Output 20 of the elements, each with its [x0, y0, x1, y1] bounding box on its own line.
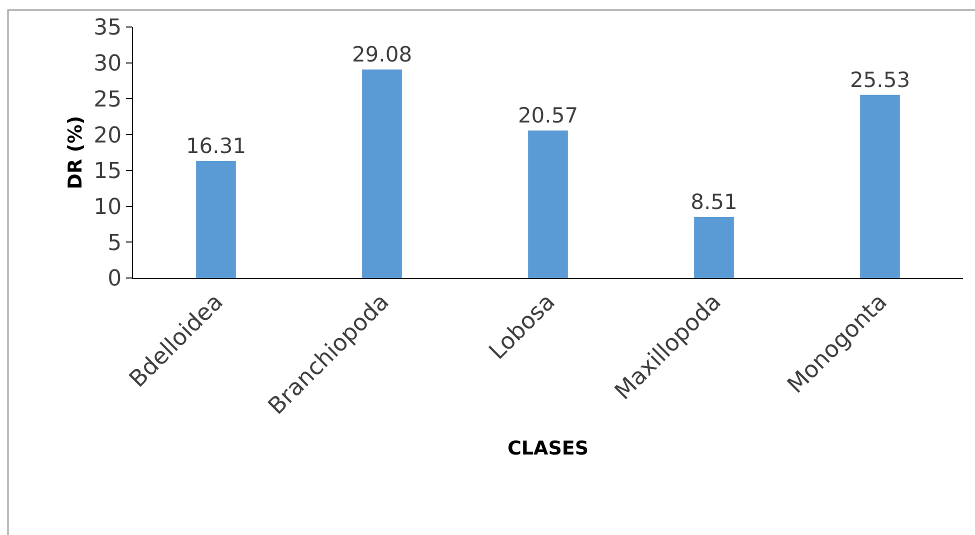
y-tick-label: 0 [108, 266, 122, 292]
y-tick-label: 5 [108, 230, 122, 256]
y-tick-label: 25 [94, 87, 122, 112]
y-tick-label: 15 [94, 159, 122, 184]
bar [860, 94, 900, 278]
data-label: 25.53 [850, 68, 910, 92]
bar [694, 216, 734, 278]
data-label: 20.57 [518, 103, 578, 128]
data-label: 16.31 [186, 134, 246, 158]
y-tick-label: 20 [94, 123, 122, 148]
y-axis-title: DR (%) [64, 116, 86, 190]
x-axis-title: CLASES [507, 438, 589, 460]
data-label: 29.08 [352, 42, 412, 66]
bar [196, 161, 236, 278]
y-tick-label: 30 [94, 52, 122, 77]
bar [528, 130, 568, 278]
bar [362, 69, 402, 278]
y-tick-label: 10 [94, 194, 122, 220]
data-label: 8.51 [690, 190, 738, 214]
y-tick-label: 35 [94, 16, 122, 41]
